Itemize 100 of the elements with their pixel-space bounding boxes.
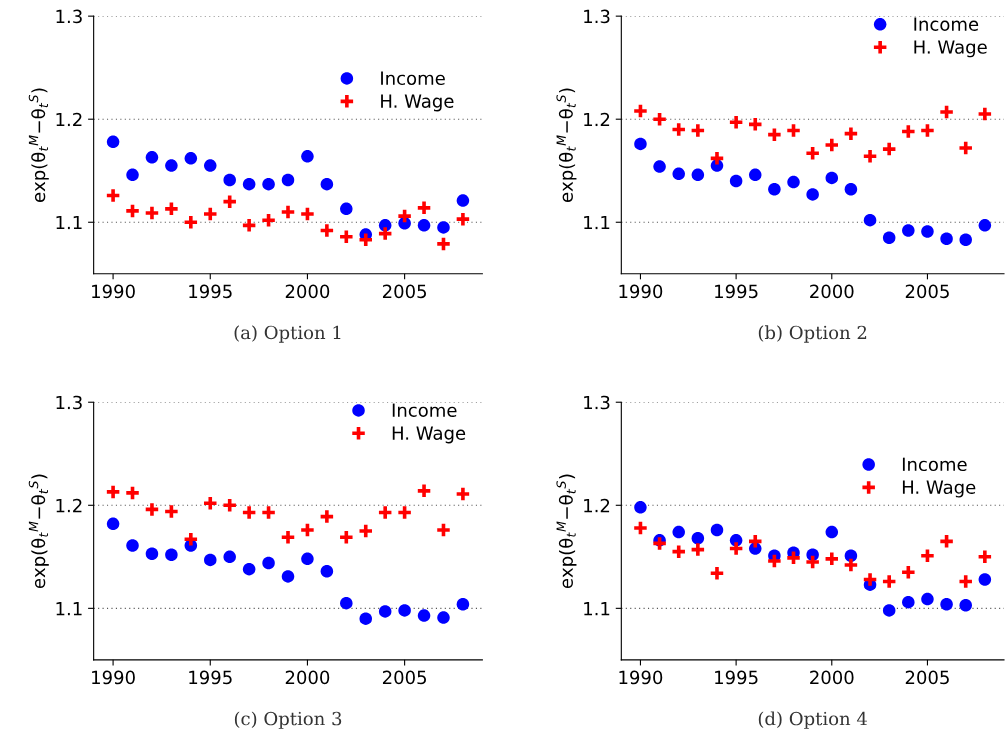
point [921,592,934,606]
point [221,193,238,210]
point [378,605,392,618]
point [456,194,470,207]
point [728,540,745,557]
x-tick-label: 1990 [92,670,135,685]
point [165,159,178,172]
point [672,167,685,181]
text: (d) Option 4 [758,711,867,729]
point [632,102,649,120]
legend-label: H. Wage [914,40,987,58]
point [106,517,120,531]
point [202,205,219,223]
point [318,508,335,525]
point [299,205,316,223]
point [456,597,470,611]
point [357,231,374,248]
legend-label: Income [381,71,445,86]
legend-label: Income [392,403,457,417]
point [768,183,781,196]
point [221,497,238,514]
text: (a) Option 1 [234,325,341,343]
y-tick-label: 1.1 [584,215,610,230]
point [359,612,372,625]
point [651,111,668,128]
point [882,604,896,617]
point [957,140,974,157]
point [882,231,896,244]
point [785,122,802,139]
point [749,168,762,182]
point [105,483,122,500]
point [301,150,314,163]
point [729,174,743,188]
x-tick-label: 2005 [905,284,949,299]
text: (b) Option 2 [758,325,867,343]
point [632,519,649,537]
point [959,233,972,247]
y-tick-label: 1.3 [584,395,610,410]
point [689,541,706,558]
y-tick-label: 1.2 [56,112,82,127]
point [940,597,953,611]
point [415,199,433,216]
point [787,175,800,189]
point [728,114,745,131]
y-tick-label: 1.2 [584,498,610,513]
point [301,552,314,566]
y-tick-label: 1.2 [56,498,82,513]
point [242,177,256,191]
point [747,533,764,550]
point [184,152,198,165]
point [708,150,726,167]
point [163,503,180,520]
point [126,168,139,182]
y-tick-label: 1.3 [56,9,82,24]
point [165,548,178,561]
point [881,573,898,590]
x-tick-label: 2005 [382,284,427,299]
point [223,550,236,564]
point [691,532,705,545]
point [262,177,275,191]
point [938,533,955,550]
point [377,225,394,242]
point [710,523,724,537]
point [670,543,687,560]
point [105,187,122,204]
y-tick-label: 1.1 [584,602,610,616]
point [959,599,972,612]
point [242,562,256,576]
point [320,177,334,191]
x-tick-label: 1995 [715,670,758,685]
x-tick-label: 2000 [285,670,330,685]
point [437,221,450,234]
point [919,122,936,139]
point [842,557,859,574]
y-tick-label: 1.1 [56,215,82,230]
point [124,202,141,219]
point [672,525,685,539]
point [106,135,120,149]
point [320,564,334,578]
point [454,211,471,228]
point [437,611,450,624]
point [978,219,992,232]
point [902,224,915,237]
point [747,116,764,133]
point [318,222,335,239]
point [804,145,821,162]
point [340,596,353,610]
legend-label: Income [914,17,979,31]
point [940,232,953,245]
x-tick-label: 1990 [619,284,663,299]
point [357,522,374,540]
point [842,125,859,142]
point [417,219,431,232]
x-tick-label: 1990 [92,284,135,299]
point [823,550,840,567]
point [241,504,258,521]
x-tick-label: 2000 [810,670,854,685]
text: (c) Option 3 [234,711,342,729]
point [881,141,898,158]
x-tick-label: 2000 [810,284,854,299]
